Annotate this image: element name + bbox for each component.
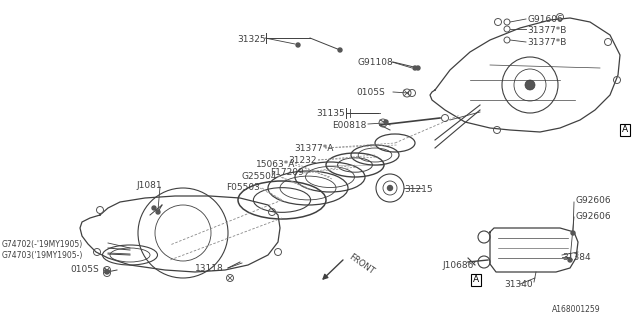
- Circle shape: [571, 231, 575, 235]
- Text: 31215: 31215: [404, 185, 433, 194]
- Text: 31384: 31384: [562, 253, 591, 262]
- Text: 31325: 31325: [237, 35, 266, 44]
- Circle shape: [387, 186, 392, 190]
- Text: G25504: G25504: [242, 172, 278, 181]
- Text: J1081: J1081: [136, 181, 162, 190]
- Circle shape: [384, 120, 388, 124]
- Text: G92606: G92606: [575, 196, 611, 205]
- Text: G92606: G92606: [575, 212, 611, 221]
- Text: FRONT: FRONT: [347, 252, 376, 276]
- Text: 0105S: 0105S: [70, 265, 99, 274]
- Text: E00818: E00818: [332, 121, 366, 130]
- Text: 15063*A: 15063*A: [256, 160, 296, 169]
- Text: A: A: [622, 125, 628, 134]
- Circle shape: [413, 66, 417, 70]
- Circle shape: [568, 258, 572, 262]
- Text: 31377*B: 31377*B: [527, 38, 566, 47]
- Text: G74703('19MY1905-): G74703('19MY1905-): [2, 251, 83, 260]
- Text: G74702(-'19MY1905): G74702(-'19MY1905): [2, 240, 83, 249]
- Circle shape: [338, 48, 342, 52]
- Text: A168001259: A168001259: [552, 305, 600, 314]
- Circle shape: [296, 43, 300, 47]
- Text: F17209: F17209: [270, 168, 304, 177]
- Text: 31232: 31232: [288, 156, 317, 165]
- Text: 31377*B: 31377*B: [527, 26, 566, 35]
- Text: 31135: 31135: [316, 109, 345, 118]
- Text: J10686: J10686: [442, 261, 474, 270]
- Text: G91606: G91606: [527, 15, 563, 24]
- Text: 13118: 13118: [195, 264, 224, 273]
- Circle shape: [525, 80, 535, 90]
- Text: 0105S: 0105S: [356, 88, 385, 97]
- Circle shape: [416, 66, 420, 70]
- Circle shape: [105, 270, 109, 274]
- Circle shape: [156, 210, 160, 214]
- Text: 31340: 31340: [504, 280, 532, 289]
- Circle shape: [152, 206, 156, 210]
- Text: F05503: F05503: [226, 183, 260, 192]
- Text: A: A: [473, 276, 479, 284]
- Text: 31377*A: 31377*A: [294, 144, 333, 153]
- Text: G91108: G91108: [358, 58, 394, 67]
